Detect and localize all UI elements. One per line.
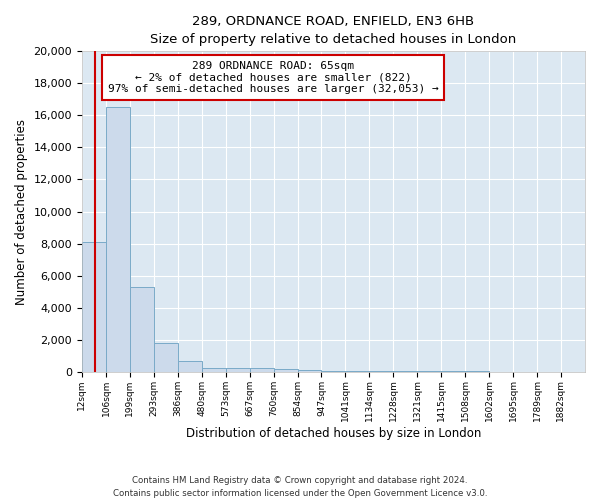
Bar	[154, 343, 178, 372]
X-axis label: Distribution of detached houses by size in London: Distribution of detached houses by size …	[186, 427, 481, 440]
Bar	[346, 371, 370, 372]
Bar	[298, 370, 322, 372]
Bar	[106, 108, 130, 372]
Bar	[130, 287, 154, 372]
Text: 289 ORDNANCE ROAD: 65sqm
← 2% of detached houses are smaller (822)
97% of semi-d: 289 ORDNANCE ROAD: 65sqm ← 2% of detache…	[108, 61, 439, 94]
Bar	[82, 242, 106, 372]
Y-axis label: Number of detached properties: Number of detached properties	[15, 118, 28, 304]
Bar	[202, 368, 226, 372]
Bar	[250, 368, 274, 372]
Bar	[370, 371, 394, 372]
Title: 289, ORDNANCE ROAD, ENFIELD, EN3 6HB
Size of property relative to detached house: 289, ORDNANCE ROAD, ENFIELD, EN3 6HB Siz…	[151, 15, 517, 46]
Bar	[274, 370, 298, 372]
Bar	[226, 368, 250, 372]
Bar	[322, 370, 346, 372]
Bar	[178, 362, 202, 372]
Text: Contains HM Land Registry data © Crown copyright and database right 2024.
Contai: Contains HM Land Registry data © Crown c…	[113, 476, 487, 498]
